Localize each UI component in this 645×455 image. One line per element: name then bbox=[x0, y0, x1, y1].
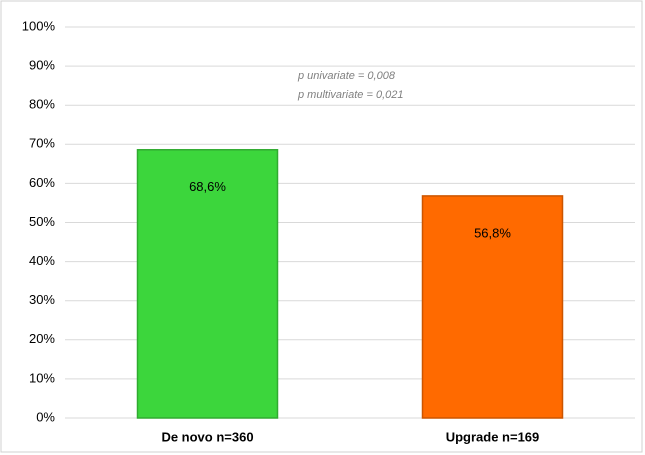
data-label: 56,8% bbox=[474, 225, 511, 240]
x-tick-label: De novo n=360 bbox=[161, 429, 253, 444]
annotation: p multivariate = 0,021 bbox=[297, 89, 403, 101]
y-tick-label: 40% bbox=[29, 253, 55, 268]
y-tick-label: 60% bbox=[29, 175, 55, 190]
y-tick-label: 20% bbox=[29, 331, 55, 346]
bar bbox=[136, 149, 279, 419]
y-tick-label: 80% bbox=[29, 97, 55, 112]
y-tick-label: 70% bbox=[29, 136, 55, 151]
y-tick-label: 50% bbox=[29, 214, 55, 229]
x-tick-label: Upgrade n=169 bbox=[446, 429, 540, 444]
bar bbox=[421, 195, 564, 419]
y-tick-label: 0% bbox=[36, 409, 55, 424]
y-tick-label: 30% bbox=[29, 292, 55, 307]
y-tick-label: 100% bbox=[22, 18, 56, 33]
data-label: 68,6% bbox=[189, 179, 226, 194]
y-tick-label: 90% bbox=[29, 58, 55, 73]
y-tick-label: 10% bbox=[29, 370, 55, 385]
annotation: p univariate = 0,008 bbox=[297, 70, 396, 82]
